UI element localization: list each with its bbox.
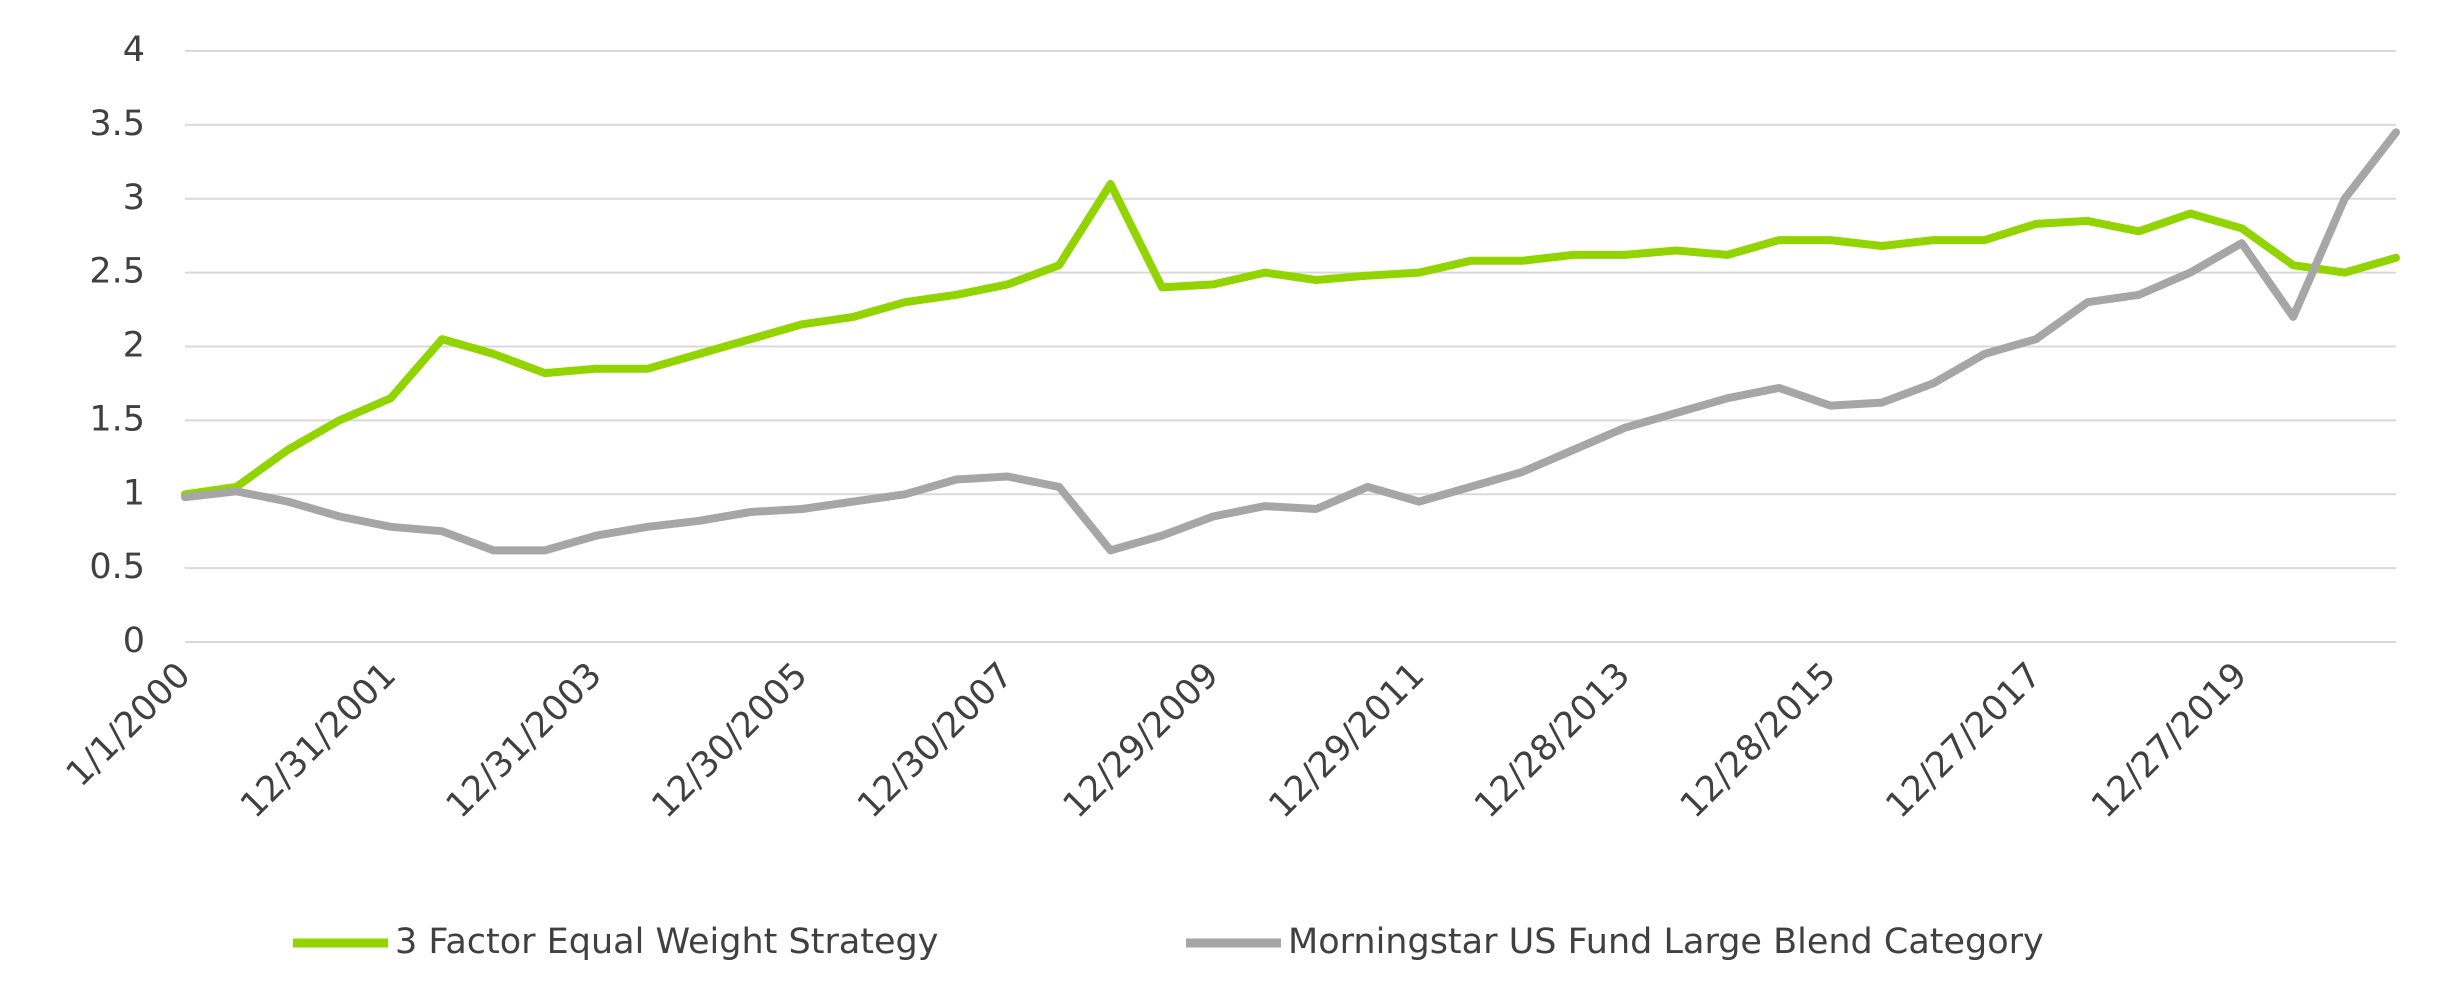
legend-label: 3 Factor Equal Weight Strategy xyxy=(395,922,939,962)
y-tick-label: 0.5 xyxy=(89,547,145,587)
y-tick-label: 3.5 xyxy=(89,104,145,144)
x-tick-label: 1/1/2000 xyxy=(59,655,198,794)
x-tick-label: 12/29/2009 xyxy=(1056,655,1227,826)
y-tick-label: 3 xyxy=(123,178,145,218)
x-tick-label: 12/27/2017 xyxy=(1879,655,2050,826)
x-tick-label: 12/30/2007 xyxy=(850,655,1021,826)
y-tick-label: 2.5 xyxy=(89,252,145,292)
x-tick-label: 12/28/2013 xyxy=(1467,655,1638,826)
x-tick-label: 12/31/2003 xyxy=(439,655,610,826)
y-tick-label: 1 xyxy=(123,473,145,513)
x-tick-label: 12/28/2015 xyxy=(1673,655,1844,826)
x-tick-label: 12/31/2001 xyxy=(233,655,404,826)
x-tick-label: 12/27/2019 xyxy=(2084,655,2255,826)
line-series xyxy=(181,180,2400,499)
x-tick-label: 12/29/2011 xyxy=(1262,655,1433,826)
x-tick-label: 12/30/2005 xyxy=(645,655,816,826)
y-tick-label: 2 xyxy=(123,326,145,366)
y-tick-label: 4 xyxy=(123,30,145,70)
legend-label: Morningstar US Fund Large Blend Category xyxy=(1288,922,2044,962)
line-series xyxy=(181,128,2400,555)
y-tick-label: 1.5 xyxy=(89,399,145,439)
y-tick-label: 0 xyxy=(123,621,145,661)
